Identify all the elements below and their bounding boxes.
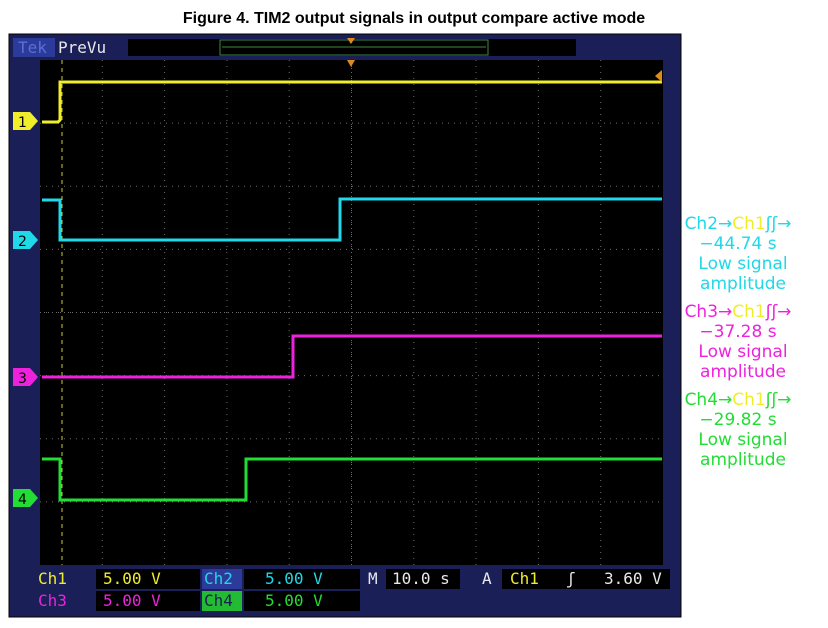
ch1-box: [96, 569, 200, 589]
trigger-level-text: 3.60 V: [604, 569, 662, 588]
ch2-marker: [13, 231, 38, 249]
measurement-value: −29.82 s: [699, 410, 776, 430]
ch3-marker: [13, 368, 38, 386]
measurement-edge: ʃʃ→: [765, 214, 792, 234]
measurement-to: Ch1: [732, 390, 765, 410]
ch4-marker: [13, 489, 38, 507]
ch1-marker: [13, 112, 38, 130]
measurement-note: Low signal: [698, 254, 787, 274]
trigger-pos: [347, 38, 355, 44]
ch4-label-box: [202, 591, 242, 611]
ch2-label: Ch2: [204, 569, 233, 588]
ch3-scale: 5.00 V: [103, 591, 161, 610]
measurement-to: Ch1: [732, 214, 765, 234]
measurement-from: Ch2→: [685, 214, 733, 234]
trace-ch1: [42, 80, 662, 124]
trace-ch3: [42, 334, 662, 379]
trace-ch2: [42, 197, 662, 242]
timebase-scale: 10.0 s: [392, 569, 450, 588]
ch1-label: Ch1: [38, 569, 67, 588]
measurement-from: Ch3→: [685, 302, 733, 322]
trigger-box: [502, 569, 670, 589]
brand-box: [13, 38, 55, 57]
trigger-marker: [347, 60, 355, 67]
ch4-marker-label: 4: [18, 492, 27, 508]
ch3-label: Ch3: [38, 591, 67, 610]
figure-title: Figure 4. TIM2 output signals in output …: [183, 10, 645, 27]
measurement-from: Ch4→: [685, 390, 733, 410]
grid: [40, 60, 663, 565]
measurement-note: Low signal: [698, 430, 787, 450]
ch2-box: [244, 569, 360, 589]
measurement-value: −44.74 s: [699, 234, 776, 254]
trigger-label: A: [482, 569, 492, 588]
readouts: Ch1 5.00 V Ch2 5.00 V M 10.0 s A Ch1 ʃ 3…: [38, 569, 670, 611]
mode: PreVu: [58, 38, 106, 57]
trigger-level: [655, 70, 662, 82]
trigger-slope: ʃ: [566, 569, 576, 588]
measurement-source: Ch3→Ch1ʃʃ→: [685, 302, 792, 322]
ch3-box: [96, 591, 200, 611]
trace-ch4: [42, 457, 662, 502]
ch2-marker-label: 2: [18, 234, 27, 250]
timebase-label: M: [368, 569, 378, 588]
measurement-value: −37.28 s: [699, 322, 776, 342]
measurement-to: Ch1: [732, 302, 765, 322]
ch2-scale: 5.00 V: [265, 569, 323, 588]
measurement-note: amplitude: [700, 450, 786, 470]
measurement-note: Low signal: [698, 342, 787, 362]
record-window: [219, 39, 489, 56]
measurement-edge: ʃʃ→: [765, 390, 792, 410]
measurement-edge: ʃʃ→: [765, 302, 792, 322]
brand: Tek: [18, 38, 47, 57]
measurement-source: Ch2→Ch1ʃʃ→: [685, 214, 792, 234]
measurement-note: amplitude: [700, 274, 786, 294]
trigger-source: Ch1: [510, 569, 539, 588]
ch4-scale: 5.00 V: [265, 591, 323, 610]
ch2-label-box: [202, 569, 242, 589]
channel-markers: 1 2 3 4: [13, 112, 38, 508]
ch1-scale: 5.00 V: [103, 569, 161, 588]
ch1-marker-label: 1: [18, 115, 27, 131]
measurement-source: Ch4→Ch1ʃʃ→: [685, 390, 792, 410]
ch3-marker-label: 3: [18, 371, 27, 387]
timebase-box: [386, 569, 460, 589]
measurement-note: amplitude: [700, 362, 786, 382]
ch4-label: Ch4: [204, 591, 233, 610]
ch4-box: [244, 591, 360, 611]
